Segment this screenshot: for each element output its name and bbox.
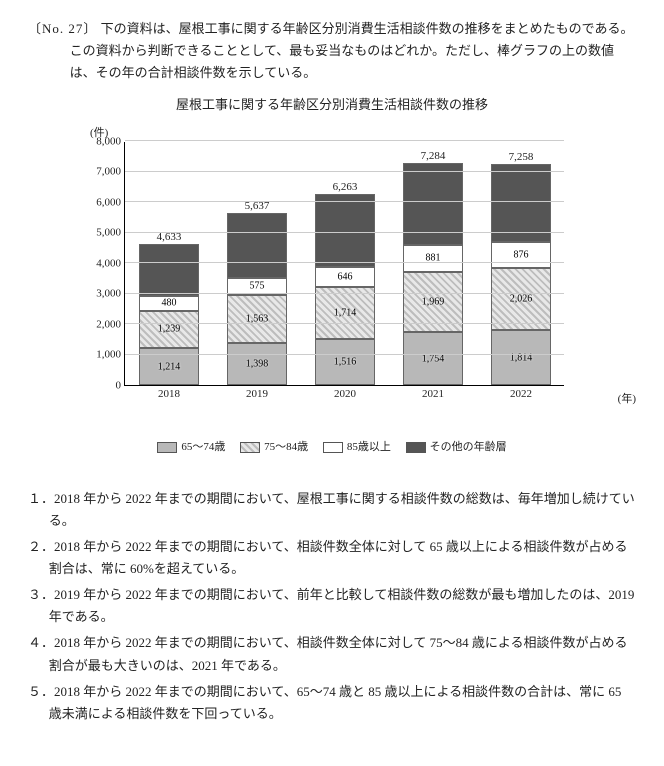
swatch-other	[406, 442, 426, 453]
answer-number: ５	[28, 684, 41, 699]
answer-option: ３．2019 年から 2022 年までの期間において、前年と比較して相談件数の総…	[49, 584, 636, 628]
bar-segment: 1,563	[227, 295, 287, 343]
answer-text: ．2018 年から 2022 年までの期間において、65～74 歳と 85 歳以…	[41, 684, 621, 721]
bar-segment	[491, 164, 551, 242]
question-text: 下の資料は、屋根工事に関する年齢区分別消費生活相談件数の推移をまとめたものである…	[70, 21, 634, 80]
answer-list: １．2018 年から 2022 年までの期間において、屋根工事に関する相談件数の…	[28, 488, 636, 725]
swatch-65-74	[157, 442, 177, 453]
segment-value-label: 881	[404, 250, 462, 267]
y-tick-label: 1,000	[89, 346, 121, 365]
bar-segment: 646	[315, 267, 375, 287]
bar-segment: 1,239	[139, 311, 199, 349]
bar-segment	[315, 194, 375, 267]
gridline	[125, 171, 564, 172]
bar-total-label: 7,284	[403, 147, 463, 166]
answer-text: ．2018 年から 2022 年までの期間において、相談件数全体に対して 75～…	[41, 635, 627, 672]
gridline	[125, 354, 564, 355]
legend-item-85plus: 85歳以上	[323, 438, 391, 457]
segment-value-label: 1,814	[492, 349, 550, 366]
y-tick-label: 5,000	[89, 224, 121, 243]
swatch-85plus	[323, 442, 343, 453]
y-tick-label: 4,000	[89, 254, 121, 273]
bar-segment: 480	[139, 296, 199, 311]
x-tick-label: 2020	[315, 385, 375, 404]
bar-total-label: 6,263	[315, 178, 375, 197]
bar-segment: 881	[403, 245, 463, 272]
segment-value-label: 646	[316, 269, 374, 286]
answer-text: ．2019 年から 2022 年までの期間において、前年と比較して相談件数の総数…	[41, 587, 634, 624]
bar-segment: 2,026	[491, 268, 551, 330]
segment-value-label: 1,398	[228, 356, 286, 373]
gridline	[125, 293, 564, 294]
answer-option: ５．2018 年から 2022 年までの期間において、65～74 歳と 85 歳…	[49, 681, 636, 725]
bar-segment: 876	[491, 242, 551, 269]
x-tick-label: 2019	[227, 385, 287, 404]
segment-value-label: 1,214	[140, 358, 198, 375]
bar-column: 1,7541,9698817,284	[403, 163, 463, 385]
segment-value-label: 1,516	[316, 354, 374, 371]
segment-value-label: 1,754	[404, 350, 462, 367]
bar-segment: 1,754	[403, 332, 463, 385]
chart-area: (件) 1,2141,2394804,6331,3981,5635755,637…	[62, 128, 602, 428]
gridline	[125, 201, 564, 202]
legend-item-other: その他の年齢層	[406, 438, 507, 457]
segment-value-label: 1,969	[404, 293, 462, 310]
answer-number: ４	[28, 635, 41, 650]
gridline	[125, 232, 564, 233]
bar-segment	[139, 244, 199, 296]
question-number: 〔No. 27〕	[28, 21, 97, 36]
legend: 65～74歳 75～84歳 85歳以上 その他の年齢層	[62, 438, 602, 460]
answer-option: ２．2018 年から 2022 年までの期間において、相談件数全体に対して 65…	[49, 536, 636, 580]
y-tick-label: 7,000	[89, 163, 121, 182]
bar-segment	[227, 213, 287, 277]
legend-item-65-74: 65～74歳	[157, 438, 225, 457]
bar-total-label: 7,258	[491, 148, 551, 167]
question-intro: 〔No. 27〕 下の資料は、屋根工事に関する年齢区分別消費生活相談件数の推移を…	[70, 18, 636, 84]
segment-value-label: 480	[140, 295, 198, 312]
x-tick-label: 2018	[139, 385, 199, 404]
segment-value-label: 1,714	[316, 305, 374, 322]
chart-block: 屋根工事に関する年齢区分別消費生活相談件数の推移 (件) 1,2141,2394…	[28, 94, 636, 460]
x-tick-label: 2021	[403, 385, 463, 404]
x-tick-label: 2022	[491, 385, 551, 404]
x-axis-unit: (年)	[618, 390, 636, 409]
bar-segment: 1,714	[315, 287, 375, 339]
legend-label: その他の年齢層	[430, 438, 507, 457]
y-tick-label: 3,000	[89, 285, 121, 304]
answer-option: ４．2018 年から 2022 年までの期間において、相談件数全体に対して 75…	[49, 632, 636, 676]
gridline	[125, 140, 564, 141]
bar-total-label: 4,633	[139, 228, 199, 247]
bar-segment: 1,516	[315, 339, 375, 385]
y-tick-label: 6,000	[89, 193, 121, 212]
plot-region: 1,2141,2394804,6331,3981,5635755,6371,51…	[124, 142, 564, 386]
bar-column: 1,3981,5635755,637	[227, 213, 287, 385]
answer-number: ２	[28, 539, 41, 554]
answer-number: ３	[28, 587, 41, 602]
gridline	[125, 323, 564, 324]
y-tick-label: 8,000	[89, 132, 121, 151]
answer-number: １	[28, 491, 41, 506]
bar-column: 1,2141,2394804,633	[139, 244, 199, 385]
segment-value-label: 1,563	[228, 310, 286, 327]
bar-segment: 1,398	[227, 343, 287, 386]
legend-label: 65～74歳	[181, 438, 225, 457]
legend-label: 75～84歳	[264, 438, 308, 457]
bar-column: 1,5161,7146466,263	[315, 194, 375, 385]
y-tick-label: 0	[89, 376, 121, 395]
bar-column: 1,8142,0268767,258	[491, 164, 551, 385]
legend-label: 85歳以上	[347, 438, 391, 457]
answer-text: ．2018 年から 2022 年までの期間において、相談件数全体に対して 65 …	[41, 539, 627, 576]
chart-title: 屋根工事に関する年齢区分別消費生活相談件数の推移	[28, 94, 636, 116]
answer-option: １．2018 年から 2022 年までの期間において、屋根工事に関する相談件数の…	[49, 488, 636, 532]
swatch-75-84	[240, 442, 260, 453]
bar-segment: 1,814	[491, 330, 551, 385]
bar-total-label: 5,637	[227, 197, 287, 216]
gridline	[125, 262, 564, 263]
y-tick-label: 2,000	[89, 315, 121, 334]
legend-item-75-84: 75～84歳	[240, 438, 308, 457]
answer-text: ．2018 年から 2022 年までの期間において、屋根工事に関する相談件数の総…	[41, 491, 635, 528]
segment-value-label: 876	[492, 246, 550, 263]
bars-container: 1,2141,2394804,6331,3981,5635755,6371,51…	[125, 142, 564, 385]
